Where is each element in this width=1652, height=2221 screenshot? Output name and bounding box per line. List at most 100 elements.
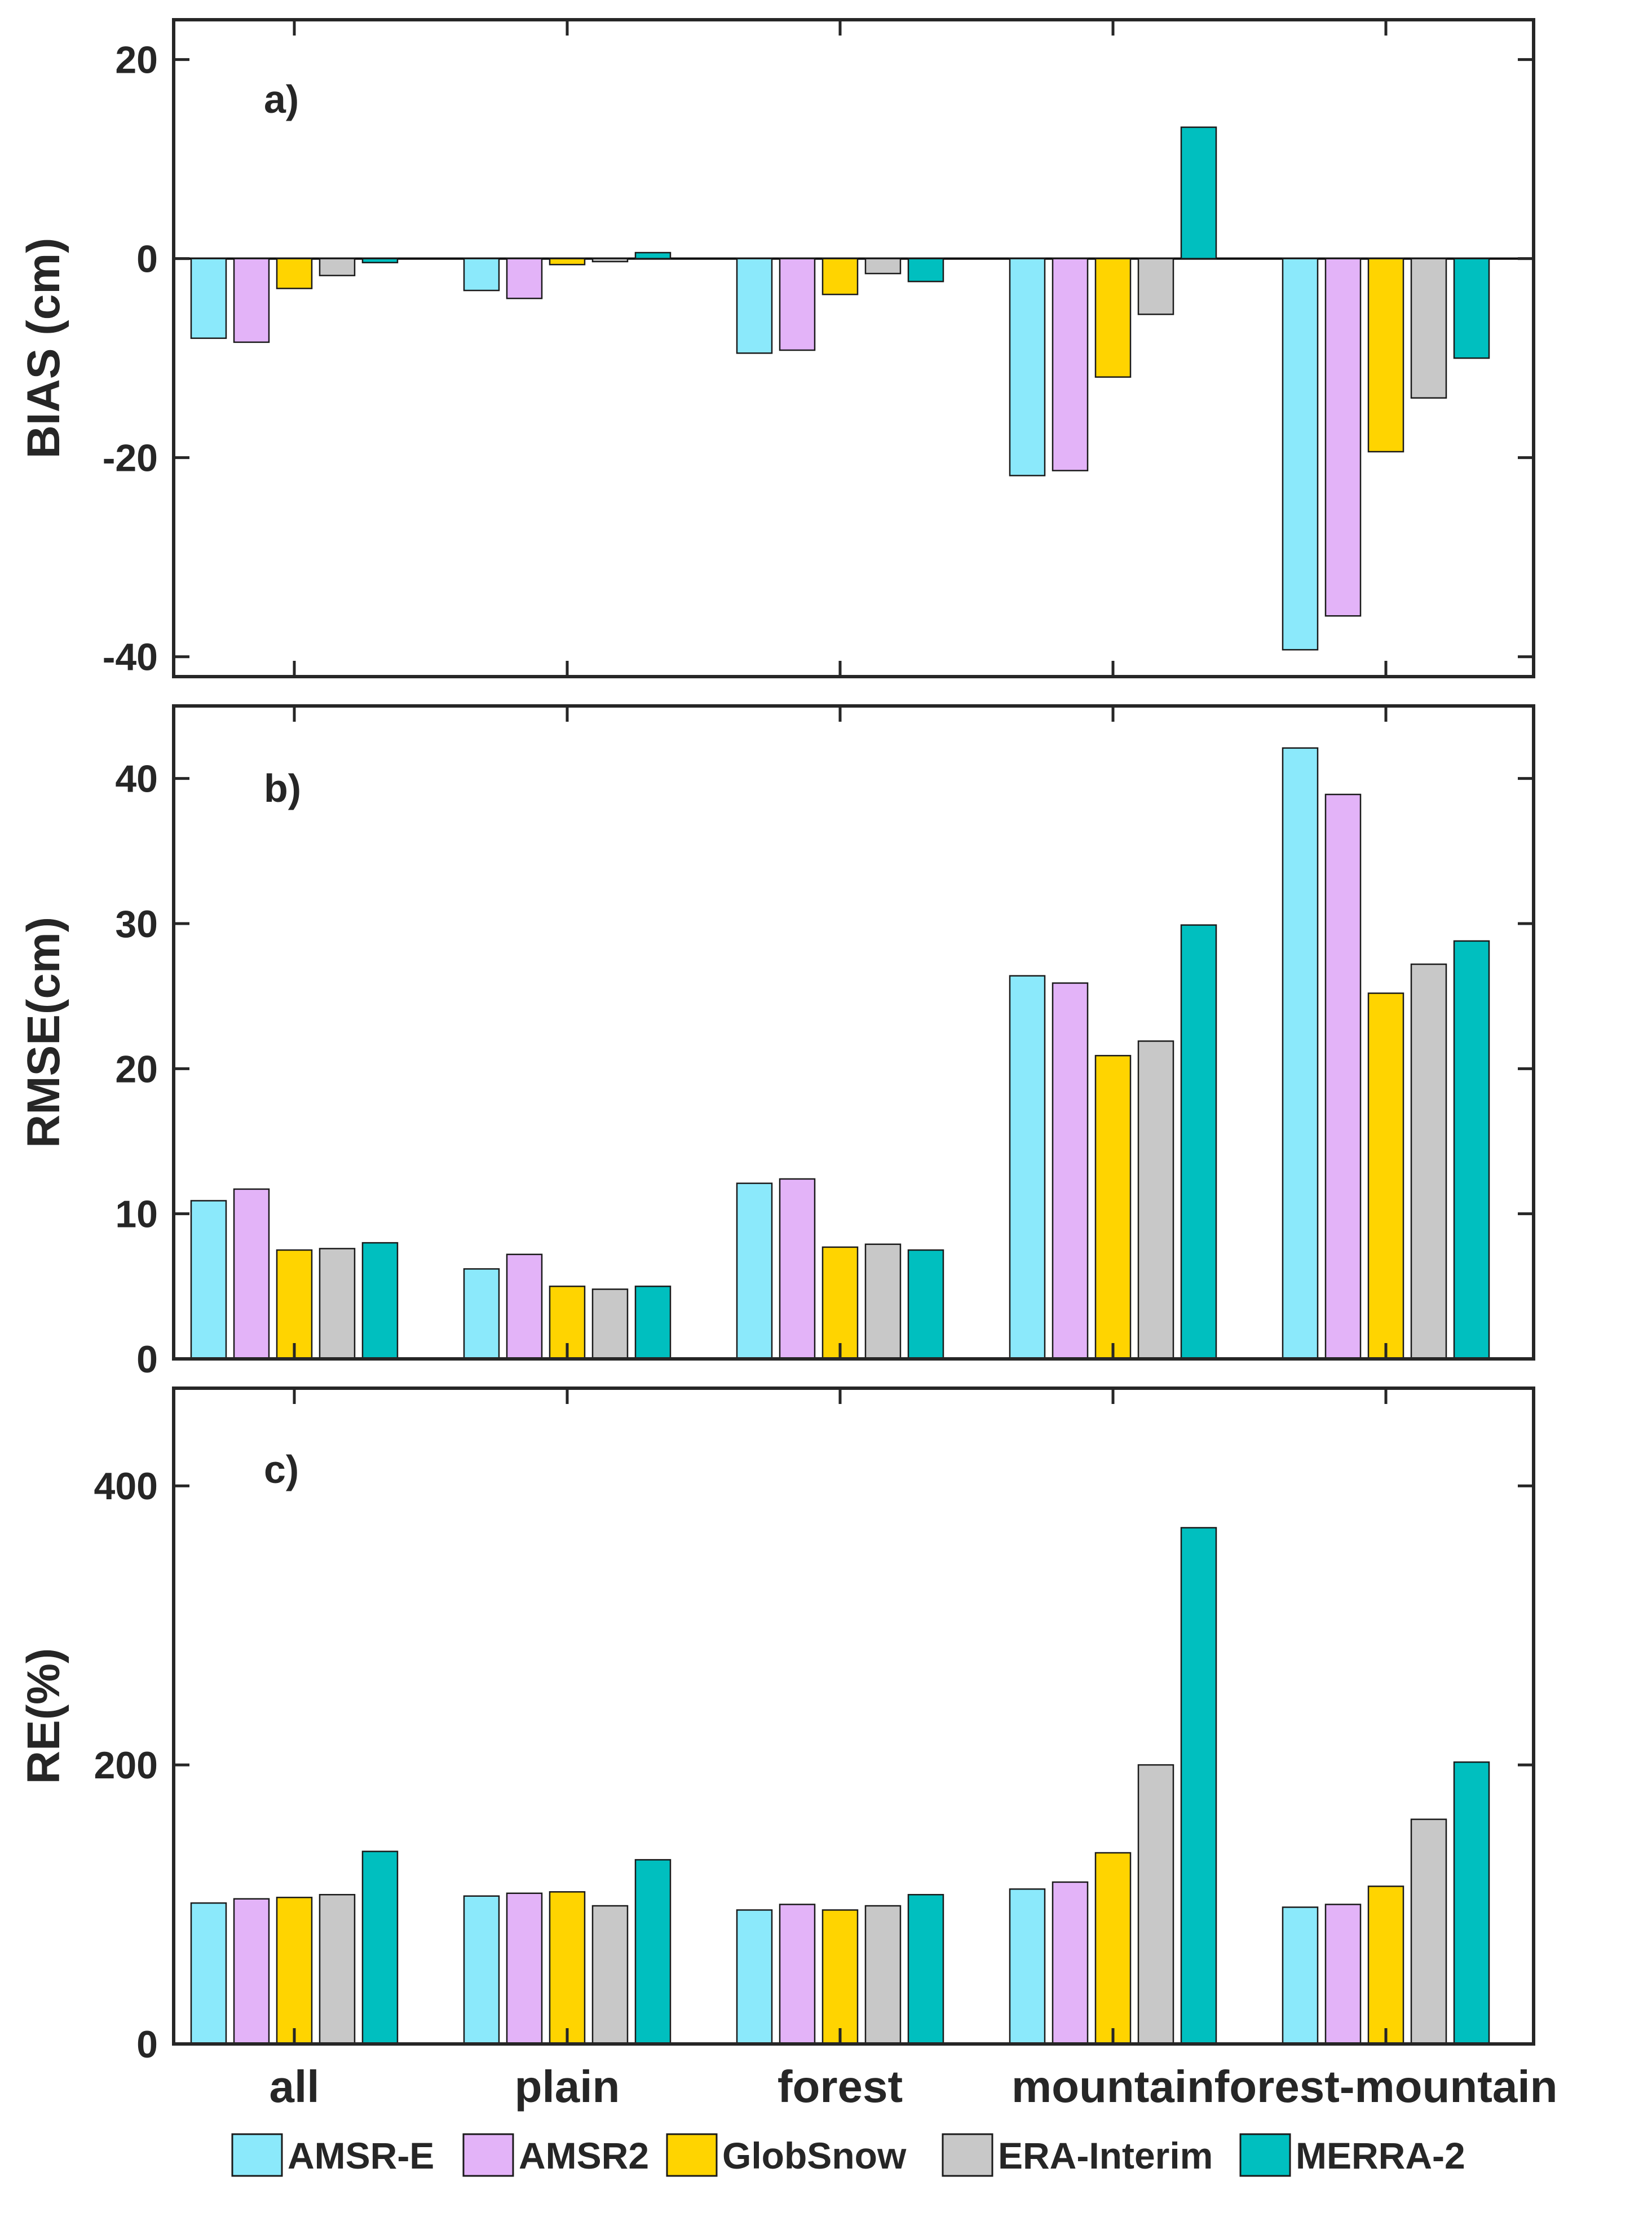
- bar-amsr-e-all: [190, 258, 227, 339]
- bar-amsr-e-forest: [736, 1909, 773, 2045]
- y-tick-label: -40: [103, 636, 158, 679]
- bar-merra-2-plain: [634, 251, 672, 259]
- bar-era-interim-plain: [591, 258, 629, 263]
- bar-era-interim-mountain: [1137, 1040, 1174, 1360]
- y-axis-label: RMSE(cm): [18, 917, 69, 1148]
- bar-era-interim-forest-mountain: [1410, 963, 1447, 1360]
- bar-era-interim-forest: [864, 1243, 902, 1360]
- bar-amsr2-plain: [506, 1253, 543, 1360]
- bar-amsr2-all: [233, 1898, 270, 2045]
- legend: AMSR-E AMSR2 GlobSnow ERA-Interim MERRA-2: [231, 2133, 1465, 2177]
- bar-amsr-e-forest: [736, 1182, 773, 1360]
- plot-frame: [172, 18, 1535, 678]
- bar-globsnow-all: [276, 258, 313, 289]
- bar-globsnow-plain: [549, 258, 586, 266]
- y-tick-label: 0: [136, 238, 158, 281]
- bar-globsnow-forest-mountain: [1367, 1886, 1404, 2045]
- plot-frame: [172, 1387, 1535, 2046]
- y-tick-label: 0: [136, 1338, 158, 1381]
- y-tick-label: 40: [115, 758, 158, 801]
- bar-globsnow-forest: [821, 1246, 859, 1360]
- bar-globsnow-forest-mountain: [1367, 258, 1404, 453]
- bar-merra-2-forest-mountain: [1453, 1761, 1490, 2045]
- panel-c: 400 200 0 RE(%) c): [18, 1387, 1535, 2066]
- bar-era-interim-forest-mountain: [1410, 258, 1447, 399]
- x-tick-label-forest-mountain: forest-mountain: [1214, 2061, 1558, 2112]
- bar-amsr-e-plain: [463, 258, 500, 292]
- bar-amsr-e-mountain: [1009, 975, 1046, 1360]
- bar-amsr2-forest-mountain: [1324, 1904, 1362, 2045]
- panel-label: c): [264, 1447, 299, 1491]
- bar-globsnow-mountain: [1094, 1852, 1132, 2045]
- bar-merra-2-mountain: [1180, 924, 1217, 1360]
- bar-amsr2-forest-mountain: [1324, 258, 1362, 617]
- bar-globsnow-forest-mountain: [1367, 992, 1404, 1360]
- bar-amsr2-plain: [506, 1892, 543, 2045]
- bar-globsnow-plain: [549, 1891, 586, 2045]
- bar-era-interim-mountain: [1137, 1764, 1174, 2045]
- legend-swatch-amsr-e: [231, 2133, 283, 2177]
- bar-amsr2-all: [233, 258, 270, 343]
- bar-merra-2-forest-mountain: [1453, 940, 1490, 1360]
- y-tick-label: 200: [94, 1744, 158, 1787]
- y-axis-label: RE(%): [18, 1648, 69, 1784]
- bar-globsnow-all: [276, 1896, 313, 2045]
- bar-era-interim-forest: [864, 1905, 902, 2045]
- y-tick-label: -20: [103, 437, 158, 480]
- bar-amsr-e-forest-mountain: [1282, 258, 1319, 651]
- legend-swatch-merra-2: [1239, 2133, 1291, 2177]
- plot-frame: [172, 704, 1535, 1361]
- bar-merra-2-mountain: [1180, 126, 1217, 259]
- bar-era-interim-all: [319, 1248, 356, 1360]
- bar-amsr2-forest: [779, 1178, 816, 1360]
- bar-globsnow-mountain: [1094, 258, 1132, 378]
- legend-label-era-interim: ERA-Interim: [998, 2135, 1213, 2176]
- x-axis-category-labels: all plain forest mountain forest-mountain: [270, 2061, 1558, 2112]
- bar-merra-2-forest-mountain: [1453, 258, 1490, 359]
- y-tick-label: 20: [115, 1048, 158, 1090]
- panel-label: a): [264, 77, 299, 121]
- y-tick-label: 30: [115, 903, 158, 946]
- legend-swatch-era-interim: [942, 2133, 993, 2177]
- bar-era-interim-forest-mountain: [1410, 1818, 1447, 2045]
- bar-era-interim-all: [319, 1893, 356, 2045]
- legend-label-amsr-e: AMSR-E: [288, 2135, 434, 2176]
- y-axis-label: BIAS (cm): [18, 238, 69, 459]
- legend-label-globsnow: GlobSnow: [722, 2135, 907, 2176]
- bar-amsr2-mountain: [1052, 982, 1089, 1360]
- bar-merra-2-plain: [634, 1286, 672, 1360]
- bar-era-interim-plain: [591, 1905, 629, 2045]
- legend-label-amsr2: AMSR2: [519, 2135, 649, 2176]
- bar-amsr-e-forest-mountain: [1282, 1906, 1319, 2045]
- x-tick-label-mountain: mountain: [1011, 2061, 1214, 2112]
- panel-b: 40 30 20 10 0 RMSE(cm) b): [18, 704, 1535, 1381]
- bar-amsr2-plain: [506, 258, 543, 299]
- bar-globsnow-forest: [821, 1909, 859, 2045]
- bar-amsr2-mountain: [1052, 258, 1089, 471]
- y-tick-label: 0: [136, 2023, 158, 2066]
- bar-era-interim-all: [319, 258, 356, 276]
- bar-merra-2-all: [361, 1851, 399, 2045]
- bar-merra-2-all: [361, 258, 399, 263]
- bar-merra-2-mountain: [1180, 1527, 1217, 2045]
- bar-amsr-e-forest: [736, 258, 773, 354]
- bar-globsnow-mountain: [1094, 1054, 1132, 1360]
- bar-amsr2-all: [233, 1188, 270, 1360]
- bar-era-interim-plain: [591, 1288, 629, 1360]
- y-tick-label: 400: [94, 1465, 158, 1508]
- panel-a: 20 0 -20 -40 BIAS (cm) a): [18, 18, 1535, 679]
- bar-amsr-e-all: [190, 1200, 227, 1360]
- bar-merra-2-forest: [907, 1249, 944, 1360]
- bar-amsr2-forest-mountain: [1324, 793, 1362, 1360]
- legend-label-merra-2: MERRA-2: [1296, 2135, 1465, 2176]
- legend-swatch-globsnow: [666, 2133, 718, 2177]
- bar-globsnow-all: [276, 1249, 313, 1360]
- panel-label: b): [264, 766, 301, 810]
- legend-swatch-amsr2: [462, 2133, 514, 2177]
- bar-era-interim-mountain: [1137, 258, 1174, 315]
- bar-globsnow-forest: [821, 258, 859, 295]
- bar-merra-2-all: [361, 1242, 399, 1360]
- bar-merra-2-forest: [907, 1893, 944, 2045]
- x-tick-label-plain: plain: [515, 2061, 620, 2112]
